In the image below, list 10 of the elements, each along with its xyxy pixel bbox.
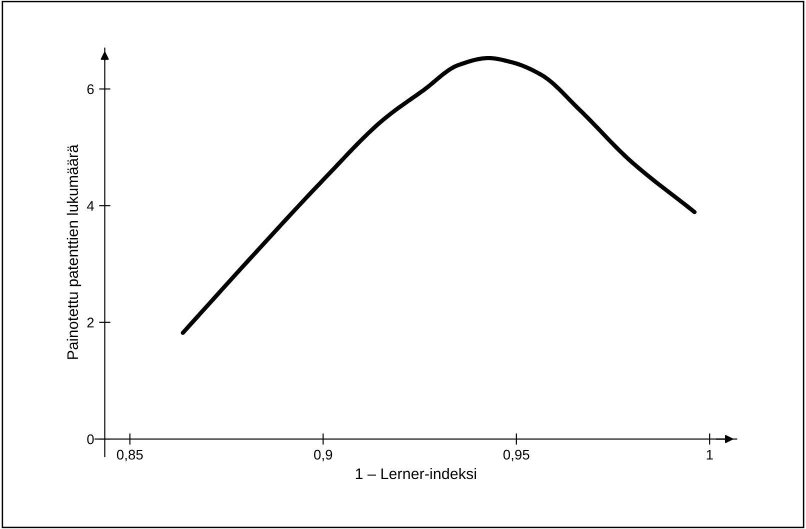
y-tick-label: 2 (87, 318, 94, 328)
y-tick-label: 6 (87, 84, 94, 94)
x-tick-label: 0,85 (116, 450, 143, 462)
x-tick-label: 1 (706, 450, 713, 460)
x-tick-label: 0,9 (314, 450, 332, 462)
x-axis-title: 1 – Lerner-indeksi (356, 468, 476, 480)
y-axis-title: Painotettu patenttien lukumäärä (66, 144, 82, 359)
y-tick-label: 0 (87, 434, 94, 444)
x-tick-label: 0,95 (503, 450, 530, 462)
y-tick-label: 4 (86, 201, 94, 211)
